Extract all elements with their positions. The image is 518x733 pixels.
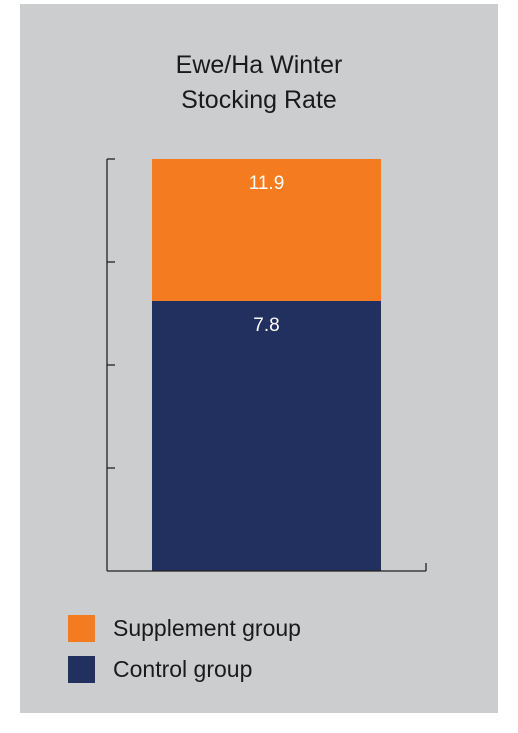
chart-title-line-2: Stocking Rate	[181, 86, 337, 114]
legend-label-control: Control group	[113, 656, 253, 682]
chart-title-line-1: Ewe/Ha Winter	[175, 51, 343, 79]
legend-swatch-control	[68, 656, 95, 683]
legend-swatch-supplement	[68, 615, 95, 642]
data-label-supplement-group: 11.9	[249, 173, 285, 194]
chart-title: Ewe/Ha Winter Stocking Rate	[20, 48, 498, 118]
bar-segment-supplement-group	[152, 159, 381, 301]
legend-label-supplement: Supplement group	[113, 615, 301, 641]
legend-item-supplement: Supplement group	[68, 615, 301, 642]
legend-item-control: Control group	[68, 656, 252, 683]
stacked-bar-chart: 7.8 11.9	[106, 158, 427, 572]
data-label-control-group: 7.8	[253, 315, 279, 336]
chart-panel: Ewe/Ha Winter Stocking Rate 7.8 11.9 Supp…	[20, 4, 498, 713]
bar-segment-control-group	[152, 300, 381, 571]
